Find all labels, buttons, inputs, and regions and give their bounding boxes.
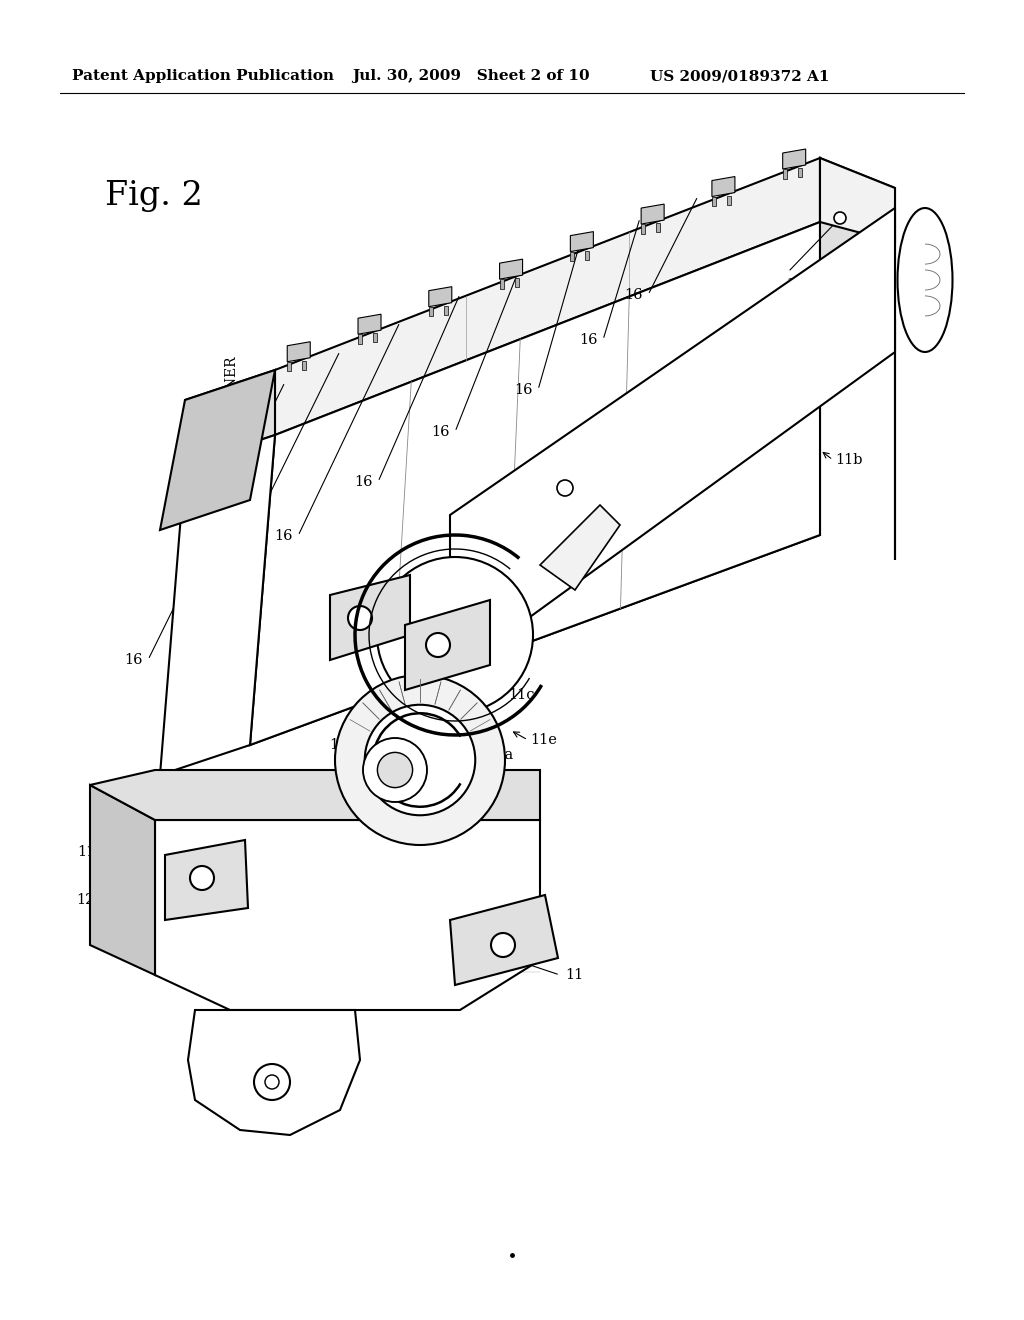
Text: 16: 16 — [580, 333, 598, 347]
Circle shape — [362, 738, 427, 803]
Polygon shape — [712, 197, 716, 206]
Text: 14a: 14a — [333, 825, 360, 840]
Polygon shape — [656, 223, 660, 232]
Polygon shape — [570, 252, 574, 261]
Circle shape — [190, 866, 214, 890]
Polygon shape — [188, 1010, 360, 1135]
Text: 14: 14 — [500, 863, 518, 876]
Circle shape — [378, 752, 413, 788]
Polygon shape — [641, 205, 665, 224]
Text: 16: 16 — [125, 653, 143, 667]
Polygon shape — [570, 231, 593, 252]
Polygon shape — [820, 158, 895, 560]
Polygon shape — [302, 360, 306, 370]
Polygon shape — [443, 306, 447, 314]
Text: ~11a: ~11a — [475, 748, 514, 762]
Text: US 2009/0189372 A1: US 2009/0189372 A1 — [650, 69, 829, 83]
Text: 11b: 11b — [835, 453, 862, 467]
Polygon shape — [798, 168, 802, 177]
Circle shape — [834, 213, 846, 224]
Polygon shape — [500, 279, 504, 289]
Circle shape — [365, 705, 475, 816]
Text: 16: 16 — [197, 587, 215, 602]
Polygon shape — [358, 334, 362, 343]
Polygon shape — [820, 158, 895, 242]
Text: 11d: 11d — [78, 845, 105, 859]
Polygon shape — [373, 333, 377, 342]
Polygon shape — [155, 820, 540, 1010]
Polygon shape — [90, 785, 155, 975]
Text: 11c: 11c — [838, 323, 864, 337]
Polygon shape — [727, 195, 731, 205]
Polygon shape — [288, 342, 310, 362]
Polygon shape — [782, 169, 786, 178]
Text: Fig. 2: Fig. 2 — [105, 180, 203, 213]
Polygon shape — [429, 306, 433, 317]
Text: 16: 16 — [354, 475, 373, 488]
Text: 16: 16 — [625, 288, 643, 302]
Polygon shape — [330, 576, 410, 660]
Polygon shape — [515, 279, 518, 288]
Text: ~11e: ~11e — [453, 539, 493, 552]
Polygon shape — [275, 158, 820, 436]
Circle shape — [265, 1074, 279, 1089]
Text: 11c: 11c — [508, 688, 535, 702]
Polygon shape — [185, 370, 275, 465]
Text: 13: 13 — [300, 1082, 318, 1097]
Polygon shape — [288, 362, 291, 371]
Ellipse shape — [897, 209, 952, 352]
Text: 10 :RETAINER: 10 :RETAINER — [225, 356, 239, 459]
Text: 12: 12 — [77, 894, 95, 907]
Text: Jul. 30, 2009   Sheet 2 of 10: Jul. 30, 2009 Sheet 2 of 10 — [352, 69, 590, 83]
Text: 16: 16 — [274, 529, 293, 543]
Text: 16: 16 — [514, 383, 534, 397]
Polygon shape — [450, 209, 895, 675]
Polygon shape — [450, 895, 558, 985]
Text: 11: 11 — [565, 968, 584, 982]
Circle shape — [335, 675, 505, 845]
Polygon shape — [406, 601, 490, 690]
Polygon shape — [160, 436, 275, 775]
Circle shape — [557, 480, 573, 496]
Text: 15: 15 — [330, 738, 348, 752]
Polygon shape — [250, 222, 820, 744]
Polygon shape — [641, 224, 645, 234]
Text: Patent Application Publication: Patent Application Publication — [72, 69, 334, 83]
Polygon shape — [429, 286, 452, 306]
Polygon shape — [782, 149, 806, 169]
Circle shape — [377, 557, 534, 713]
Circle shape — [348, 606, 372, 630]
Text: 15: 15 — [340, 774, 358, 787]
Polygon shape — [90, 770, 540, 820]
Polygon shape — [500, 259, 522, 279]
Text: 16: 16 — [431, 425, 450, 440]
Text: ~11e: ~11e — [786, 273, 825, 286]
Circle shape — [490, 933, 515, 957]
Circle shape — [254, 1064, 290, 1100]
Polygon shape — [586, 251, 590, 260]
Polygon shape — [165, 840, 248, 920]
Polygon shape — [712, 177, 735, 197]
Polygon shape — [250, 294, 820, 744]
Polygon shape — [540, 506, 620, 590]
Circle shape — [426, 634, 450, 657]
Polygon shape — [160, 370, 275, 531]
Polygon shape — [358, 314, 381, 334]
Text: 11e: 11e — [530, 733, 557, 747]
